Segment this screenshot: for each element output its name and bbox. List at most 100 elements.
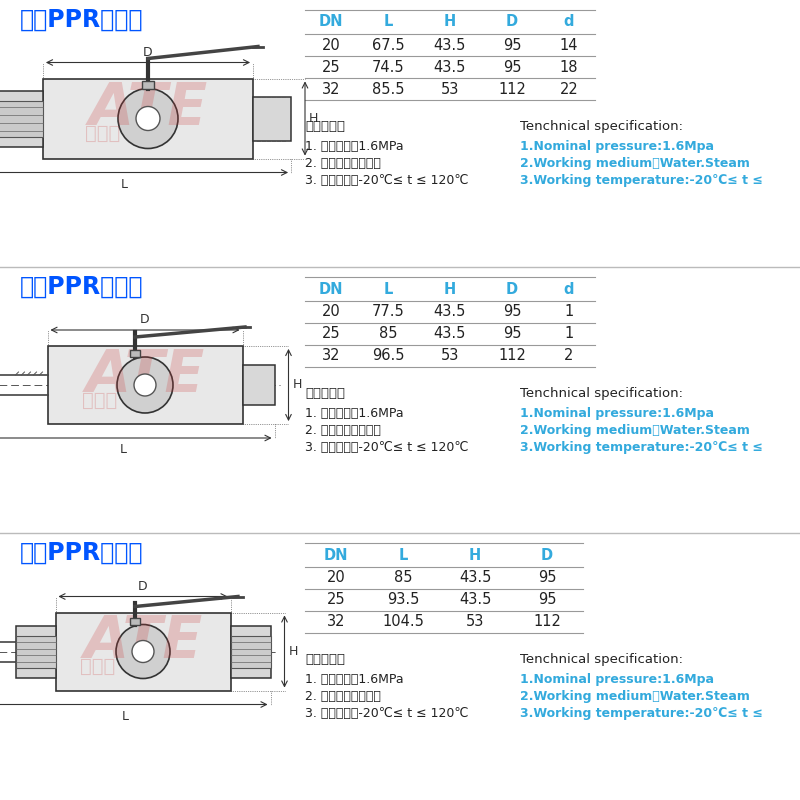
Bar (0, 101, 43, 137)
Text: 18: 18 (560, 59, 578, 74)
Text: 1.Nominal pressure:1.6Mpa: 1.Nominal pressure:1.6Mpa (520, 673, 714, 686)
Circle shape (132, 641, 154, 662)
Text: H: H (289, 645, 298, 658)
Text: 67.5: 67.5 (372, 38, 404, 53)
Text: 77.5: 77.5 (372, 305, 404, 319)
Bar (47, 346, 242, 424)
Bar (130, 618, 140, 625)
Text: 74.5: 74.5 (372, 59, 404, 74)
Text: 32: 32 (322, 349, 340, 363)
Text: 2. 工作介质：水、气: 2. 工作介质：水、气 (305, 424, 381, 437)
Text: 95: 95 (502, 326, 522, 342)
Text: 32: 32 (322, 82, 340, 97)
Text: 2.Working medium；Water.Steam: 2.Working medium；Water.Steam (520, 424, 750, 437)
Text: 43.5: 43.5 (434, 38, 466, 53)
Bar (142, 81, 154, 89)
Text: 112: 112 (498, 349, 526, 363)
Text: 2.Working medium；Water.Steam: 2.Working medium；Water.Steam (520, 690, 750, 703)
Text: H: H (309, 112, 318, 125)
Circle shape (134, 374, 156, 396)
Text: 3. 工作温度：-20℃≤ t ≤ 120℃: 3. 工作温度：-20℃≤ t ≤ 120℃ (305, 174, 468, 187)
Text: 3. 工作温度：-20℃≤ t ≤ 120℃: 3. 工作温度：-20℃≤ t ≤ 120℃ (305, 707, 468, 720)
Text: D: D (140, 313, 150, 326)
Text: D: D (541, 547, 553, 562)
Text: 53: 53 (441, 349, 459, 363)
Text: L: L (383, 282, 393, 297)
Text: 技术规范：: 技术规范： (305, 120, 345, 133)
Text: L: L (120, 443, 127, 456)
Text: 1. 公称压力：1.6MPa: 1. 公称压力：1.6MPa (305, 140, 404, 153)
Bar (15, 626, 55, 678)
Text: 技术规范：: 技术规范： (305, 653, 345, 666)
Text: 85: 85 (394, 570, 412, 586)
Text: 112: 112 (498, 82, 526, 97)
Bar (43, 78, 253, 158)
Text: Tenchnical specification:: Tenchnical specification: (520, 120, 683, 133)
Circle shape (118, 89, 178, 149)
Text: 53: 53 (466, 614, 484, 630)
Text: ATE: ATE (86, 346, 205, 403)
Text: 95: 95 (502, 38, 522, 53)
Text: 95: 95 (538, 593, 556, 607)
Text: 安泰尔: 安泰尔 (80, 657, 116, 676)
Text: 1: 1 (564, 326, 574, 342)
Text: 20: 20 (326, 570, 346, 586)
Text: d: d (564, 282, 574, 297)
Bar (55, 613, 230, 690)
Text: 2.Working medium；Water.Steam: 2.Working medium；Water.Steam (520, 157, 750, 170)
Text: 2: 2 (564, 349, 574, 363)
Text: H: H (293, 378, 302, 391)
Text: H: H (469, 547, 481, 562)
Text: 43.5: 43.5 (434, 59, 466, 74)
Text: 95: 95 (502, 59, 522, 74)
Text: 95: 95 (502, 305, 522, 319)
Text: 96.5: 96.5 (372, 349, 404, 363)
Text: 43.5: 43.5 (434, 326, 466, 342)
Text: ATE: ATE (88, 80, 208, 137)
Circle shape (116, 625, 170, 678)
Text: Tenchnical specification:: Tenchnical specification: (520, 653, 683, 666)
Bar (15, 635, 55, 667)
Text: H: H (444, 14, 456, 30)
Text: 25: 25 (322, 59, 340, 74)
Text: L: L (122, 710, 129, 722)
Text: 20: 20 (322, 305, 340, 319)
Text: L: L (383, 14, 393, 30)
Text: 安泰尔: 安泰尔 (86, 124, 121, 143)
Text: 93.5: 93.5 (387, 593, 419, 607)
Text: D: D (506, 282, 518, 297)
Text: 2. 工作介质：水、气: 2. 工作介质：水、气 (305, 157, 381, 170)
Text: DN: DN (318, 14, 343, 30)
Text: 43.5: 43.5 (459, 570, 491, 586)
Circle shape (136, 106, 160, 130)
Circle shape (117, 357, 173, 413)
Text: 1. 公称压力：1.6MPa: 1. 公称压力：1.6MPa (305, 407, 404, 420)
Text: 43.5: 43.5 (459, 593, 491, 607)
Text: D: D (143, 46, 153, 58)
Text: 20: 20 (322, 38, 340, 53)
Text: L: L (121, 178, 128, 190)
Text: ATE: ATE (83, 613, 202, 670)
Text: 14: 14 (560, 38, 578, 53)
Text: 22: 22 (560, 82, 578, 97)
Text: 内丝PPR尺寸图: 内丝PPR尺寸图 (20, 8, 143, 32)
Text: 安泰尔: 安泰尔 (82, 390, 118, 410)
Text: 43.5: 43.5 (434, 305, 466, 319)
Bar (230, 626, 270, 678)
Text: 双头PPR尺寸图: 双头PPR尺寸图 (20, 541, 143, 565)
Text: 85.5: 85.5 (372, 82, 404, 97)
Text: 3.Working temperature:-20℃≤ t ≤: 3.Working temperature:-20℃≤ t ≤ (520, 174, 763, 187)
Text: 95: 95 (538, 570, 556, 586)
Text: 3.Working temperature:-20℃≤ t ≤: 3.Working temperature:-20℃≤ t ≤ (520, 441, 763, 454)
Text: 1.Nominal pressure:1.6Mpa: 1.Nominal pressure:1.6Mpa (520, 407, 714, 420)
Text: 3.Working temperature:-20℃≤ t ≤: 3.Working temperature:-20℃≤ t ≤ (520, 707, 763, 720)
Text: 3. 工作温度：-20℃≤ t ≤ 120℃: 3. 工作温度：-20℃≤ t ≤ 120℃ (305, 441, 468, 454)
Bar (0, 90, 43, 146)
Text: 112: 112 (533, 614, 561, 630)
Text: D: D (138, 579, 148, 593)
Text: 2. 工作介质：水、气: 2. 工作介质：水、气 (305, 690, 381, 703)
Bar (230, 635, 270, 667)
Text: 85: 85 (378, 326, 398, 342)
Bar (130, 350, 140, 357)
Bar (253, 97, 291, 141)
